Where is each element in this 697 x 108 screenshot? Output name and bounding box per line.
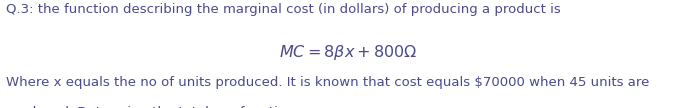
Text: Where x equals the no of units produced. It is known that cost equals $70000 whe: Where x equals the no of units produced.… (6, 76, 649, 89)
Text: produced. Determine the total cos function.: produced. Determine the total cos functi… (6, 106, 298, 108)
Text: Q.3: the function describing the marginal cost (in dollars) of producing a produ: Q.3: the function describing the margina… (6, 3, 560, 16)
Text: $\mathit{MC} = 8\beta \mathit{x} + 800\Omega$: $\mathit{MC} = 8\beta \mathit{x} + 800\O… (279, 43, 418, 62)
